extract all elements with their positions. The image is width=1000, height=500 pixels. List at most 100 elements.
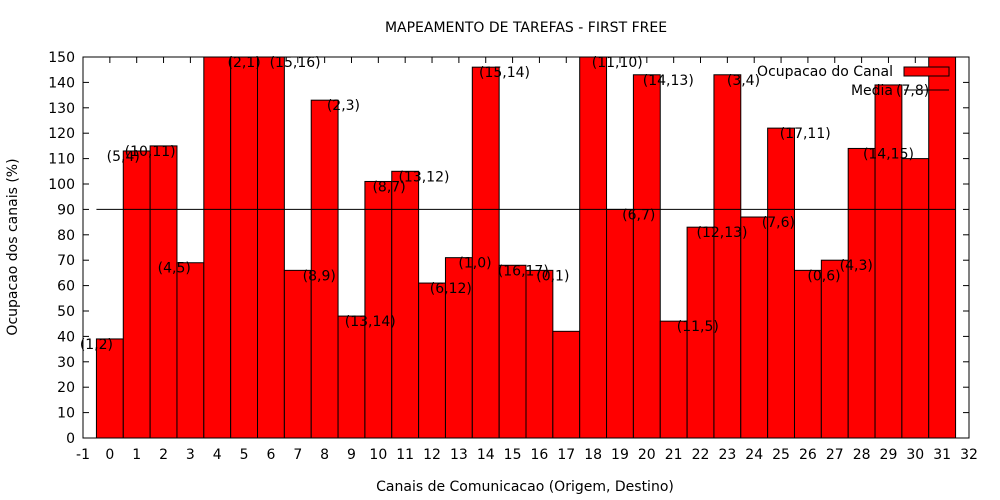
bar	[230, 56, 259, 439]
bar	[632, 74, 661, 439]
bar-label: (2,1)	[227, 55, 260, 71]
y-tick-label: 40	[57, 329, 75, 345]
legend: Ocupacao do Canal Media	[757, 64, 950, 99]
bar-label: (7,6)	[762, 215, 795, 231]
y-tick-label: 130	[48, 101, 75, 117]
bar-label: (1,2)	[80, 337, 113, 353]
y-tick-label: 110	[48, 152, 75, 168]
plot-frame	[82, 56, 970, 439]
x-tick-label: 22	[692, 447, 710, 463]
y-tick-label: 50	[57, 304, 75, 320]
x-tick-label: 12	[423, 447, 441, 463]
y-axis-label: Ocupacao dos canais (%)	[5, 158, 21, 335]
y-tick-label: 150	[48, 50, 75, 66]
bar-label: (13,14)	[345, 314, 396, 330]
y-tick-label: 120	[48, 126, 75, 142]
x-tick-label: 29	[880, 447, 898, 463]
bar	[525, 269, 554, 439]
x-tick-label: 6	[266, 447, 275, 463]
bar-label: (0,6)	[807, 268, 840, 284]
y-tick-label: 80	[57, 228, 75, 244]
bar	[498, 264, 527, 439]
bar-label: (15,16)	[270, 55, 321, 71]
bar	[901, 158, 930, 439]
legend-label-bar: Ocupacao do Canal	[757, 64, 893, 80]
x-tick-label: 17	[557, 447, 575, 463]
bar	[122, 150, 151, 439]
x-tick-label: 20	[638, 447, 656, 463]
bar-label: (13,12)	[398, 169, 449, 185]
bar-label: (6,7)	[622, 207, 655, 223]
bar-label: (2,3)	[327, 98, 360, 114]
x-tick-label: 3	[186, 447, 195, 463]
bar	[793, 269, 822, 439]
x-tick-label: 2	[159, 447, 168, 463]
bar	[310, 99, 339, 439]
x-tick-label: 11	[396, 447, 414, 463]
legend-label-line: Media	[851, 83, 893, 99]
bar	[149, 145, 178, 439]
chart-title: MAPEAMENTO DE TAREFAS - FIRST FREE	[385, 20, 667, 36]
bar-label: (11,10)	[592, 55, 643, 71]
bar-label: (4,5)	[158, 261, 191, 277]
x-tick-label: 9	[347, 447, 356, 463]
x-tick-label: 26	[799, 447, 817, 463]
bar-label: (17,11)	[780, 126, 831, 142]
x-tick-label: 32	[960, 447, 978, 463]
x-tick-label: 13	[450, 447, 468, 463]
bar	[203, 56, 232, 439]
bar	[928, 56, 957, 439]
bar-label: (14,13)	[643, 73, 694, 89]
bar-labels: (1,2) (5,4)(10,11) (4,5) (2,1) (15,16) (8,9) (…	[80, 55, 929, 353]
bar-label: (3,4)	[727, 73, 760, 89]
bar	[767, 127, 795, 439]
bar-label: (14,15)	[863, 146, 914, 162]
x-tick-label: 24	[745, 447, 763, 463]
x-tick-label: 18	[584, 447, 602, 463]
bar	[606, 208, 634, 439]
bar	[418, 282, 446, 439]
x-tick-label: 10	[369, 447, 387, 463]
y-tick-label: 70	[57, 253, 75, 269]
bar-label: (0,1)	[536, 268, 569, 284]
x-tick-label: 27	[826, 447, 844, 463]
x-tick-label: 21	[665, 447, 683, 463]
x-tick-label: 0	[105, 447, 114, 463]
bar	[283, 269, 312, 439]
y-tick-label: 0	[66, 431, 75, 447]
bar-label: (15,14)	[479, 65, 530, 81]
x-tick-label: 19	[611, 447, 629, 463]
x-tick-label: 14	[477, 447, 495, 463]
x-tick-label: 28	[853, 447, 871, 463]
bar-label: (5,4)	[107, 149, 140, 165]
bar	[471, 66, 500, 439]
x-tick-label: 30	[906, 447, 924, 463]
bar-label: (1,0)	[458, 256, 491, 272]
legend-swatch-bar	[903, 66, 950, 77]
bar-label: (11,5)	[677, 319, 719, 335]
bar	[95, 338, 124, 439]
bar	[257, 56, 285, 439]
bar-label: (6,12)	[430, 281, 472, 297]
bar	[659, 320, 688, 439]
bar-label: (8,9)	[303, 268, 336, 284]
x-tick-label: 1	[132, 447, 141, 463]
bar	[579, 56, 608, 439]
bar-label: (7,8)	[896, 83, 929, 99]
x-tick-label: 8	[320, 447, 329, 463]
y-tick-label: 100	[48, 177, 75, 193]
y-tick-label: 10	[57, 406, 75, 422]
y-tick-label: 90	[57, 202, 75, 218]
x-tick-label: 23	[718, 447, 736, 463]
bar	[874, 84, 903, 439]
bar	[364, 180, 393, 439]
x-axis-label: Canais de Comunicacao (Origem, Destino)	[376, 479, 674, 495]
x-tick-label: 5	[240, 447, 249, 463]
bar	[391, 170, 420, 439]
bar-label: (8,7)	[372, 179, 405, 195]
bar	[740, 216, 769, 439]
x-tick-label: 7	[293, 447, 302, 463]
x-tick-label: -1	[76, 447, 90, 463]
bar	[820, 259, 849, 439]
